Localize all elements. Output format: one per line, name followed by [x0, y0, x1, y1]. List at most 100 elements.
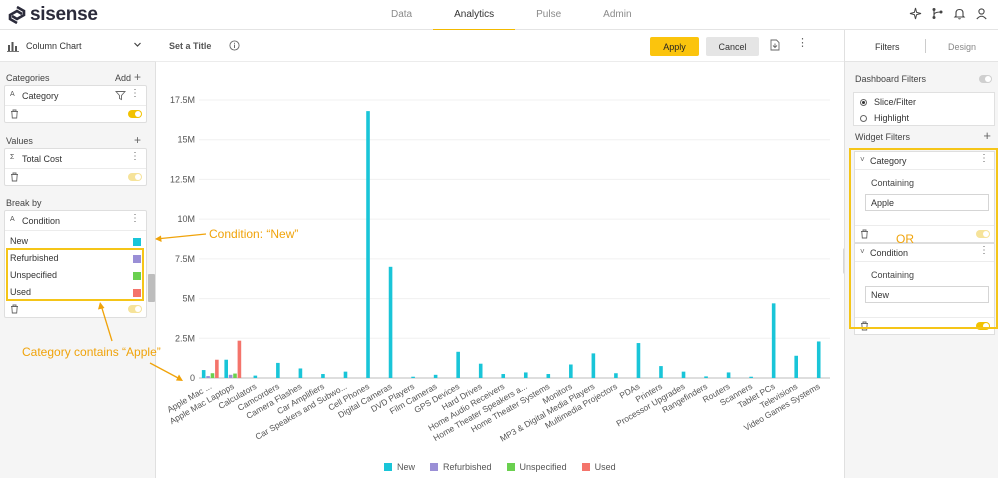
- bar[interactable]: [478, 363, 483, 378]
- legend-item-refurbished[interactable]: Refurbished: [430, 462, 492, 472]
- bell-icon[interactable]: [953, 7, 966, 20]
- bar[interactable]: [569, 364, 573, 379]
- bar[interactable]: [224, 359, 228, 378]
- color-swatch[interactable]: [133, 255, 141, 263]
- filters-panel-tabs: Filters Design: [845, 30, 998, 62]
- color-swatch[interactable]: [133, 289, 141, 297]
- condition-item-new[interactable]: New: [5, 233, 146, 250]
- radio-highlight[interactable]: Highlight: [860, 113, 909, 123]
- tab-filters[interactable]: Filters: [875, 42, 900, 52]
- dashboard-filters-toggle[interactable]: [979, 75, 992, 83]
- bar[interactable]: [704, 376, 708, 378]
- bar[interactable]: [546, 374, 551, 378]
- trash-icon[interactable]: [860, 229, 869, 239]
- user-icon[interactable]: [975, 7, 988, 20]
- nav-admin[interactable]: Admin: [603, 9, 632, 20]
- info-icon[interactable]: [229, 40, 240, 51]
- widget-type-selector[interactable]: Column Chart: [0, 30, 156, 62]
- category-field[interactable]: A Category ⋮: [5, 86, 146, 106]
- filter-toggle[interactable]: [976, 322, 990, 330]
- bar[interactable]: [366, 111, 370, 378]
- filter-header[interactable]: ˅ Category ⋮: [855, 152, 994, 170]
- bar[interactable]: [523, 372, 528, 378]
- more-options-icon[interactable]: ⋮: [979, 245, 989, 256]
- apply-button[interactable]: Apply: [650, 37, 699, 56]
- tab-divider: [925, 39, 926, 53]
- more-options-icon[interactable]: ⋮: [130, 88, 140, 99]
- widget-title-input[interactable]: Set a Title: [169, 41, 212, 51]
- cancel-button[interactable]: Cancel: [706, 37, 759, 56]
- condition-item-refurbished[interactable]: Refurbished: [5, 250, 146, 267]
- bar[interactable]: [614, 373, 618, 378]
- chevron-down-icon[interactable]: ˅: [860, 155, 865, 164]
- bar[interactable]: [794, 355, 798, 378]
- bar[interactable]: [276, 362, 280, 378]
- bar[interactable]: [201, 370, 206, 378]
- condition-item-used[interactable]: Used: [5, 284, 146, 301]
- bar[interactable]: [501, 374, 506, 378]
- bar[interactable]: [210, 373, 215, 378]
- bar[interactable]: [659, 366, 663, 378]
- filter-toggle[interactable]: [976, 230, 990, 238]
- bar[interactable]: [388, 266, 393, 378]
- categories-add-icon[interactable]: +: [133, 70, 141, 84]
- filter-value-input[interactable]: Apple: [865, 194, 989, 211]
- values-toggle[interactable]: [128, 173, 142, 181]
- bar[interactable]: [228, 374, 233, 378]
- condition-field[interactable]: A Condition ⋮: [5, 211, 146, 231]
- bar[interactable]: [343, 371, 348, 378]
- sparkle-icon[interactable]: [909, 7, 922, 20]
- bar[interactable]: [206, 376, 210, 378]
- more-options-icon[interactable]: ⋮: [797, 37, 808, 49]
- values-title: Values: [6, 136, 33, 146]
- chevron-down-icon[interactable]: ˅: [860, 247, 865, 256]
- bar[interactable]: [215, 359, 219, 378]
- values-add-icon[interactable]: +: [133, 133, 141, 147]
- bar[interactable]: [321, 374, 325, 378]
- legend-item-unspecified[interactable]: Unspecified: [506, 462, 567, 472]
- filter-header[interactable]: ˅ Condition ⋮: [855, 244, 994, 262]
- legend-item-used[interactable]: Used: [581, 462, 616, 472]
- bar[interactable]: [253, 375, 258, 378]
- trash-icon[interactable]: [10, 172, 19, 182]
- nav-data[interactable]: Data: [391, 9, 413, 20]
- bar[interactable]: [726, 372, 731, 378]
- add-widget-filter-icon[interactable]: +: [983, 128, 991, 143]
- bar[interactable]: [636, 343, 641, 378]
- bar[interactable]: [433, 374, 438, 378]
- trash-icon[interactable]: [10, 109, 19, 119]
- more-options-icon[interactable]: ⋮: [130, 151, 140, 162]
- category-toggle[interactable]: [128, 110, 142, 118]
- export-document-icon[interactable]: [770, 39, 780, 51]
- legend-item-new[interactable]: New: [384, 462, 415, 472]
- branch-icon[interactable]: [931, 7, 944, 20]
- trash-icon[interactable]: [860, 321, 869, 331]
- total-cost-field[interactable]: Σ Total Cost ⋮: [5, 149, 146, 169]
- filter-value-input[interactable]: New: [865, 286, 989, 303]
- logo[interactable]: sisense: [8, 4, 98, 26]
- bar[interactable]: [237, 340, 242, 378]
- bar[interactable]: [816, 341, 821, 378]
- bar[interactable]: [591, 353, 596, 378]
- radio-slice-filter[interactable]: Slice/Filter: [860, 97, 916, 107]
- tab-design[interactable]: Design: [948, 42, 977, 52]
- color-swatch[interactable]: [133, 272, 141, 280]
- color-swatch[interactable]: [133, 238, 141, 246]
- legend-label: Refurbished: [443, 462, 492, 472]
- bar[interactable]: [456, 351, 460, 378]
- bar[interactable]: [298, 368, 303, 378]
- bar[interactable]: [233, 373, 237, 378]
- condition-item-unspecified[interactable]: Unspecified: [5, 267, 146, 284]
- categories-add-label[interactable]: Add: [114, 73, 131, 83]
- more-options-icon[interactable]: ⋮: [130, 213, 140, 224]
- breakby-toggle[interactable]: [128, 305, 142, 313]
- bar[interactable]: [749, 376, 753, 378]
- left-panel-resize-handle[interactable]: [148, 274, 155, 302]
- filter-icon[interactable]: [115, 90, 126, 101]
- bar[interactable]: [411, 376, 415, 378]
- bar[interactable]: [681, 371, 686, 378]
- nav-pulse[interactable]: Pulse: [536, 9, 562, 20]
- trash-icon[interactable]: [10, 304, 19, 314]
- more-options-icon[interactable]: ⋮: [979, 153, 989, 164]
- bar[interactable]: [771, 303, 776, 378]
